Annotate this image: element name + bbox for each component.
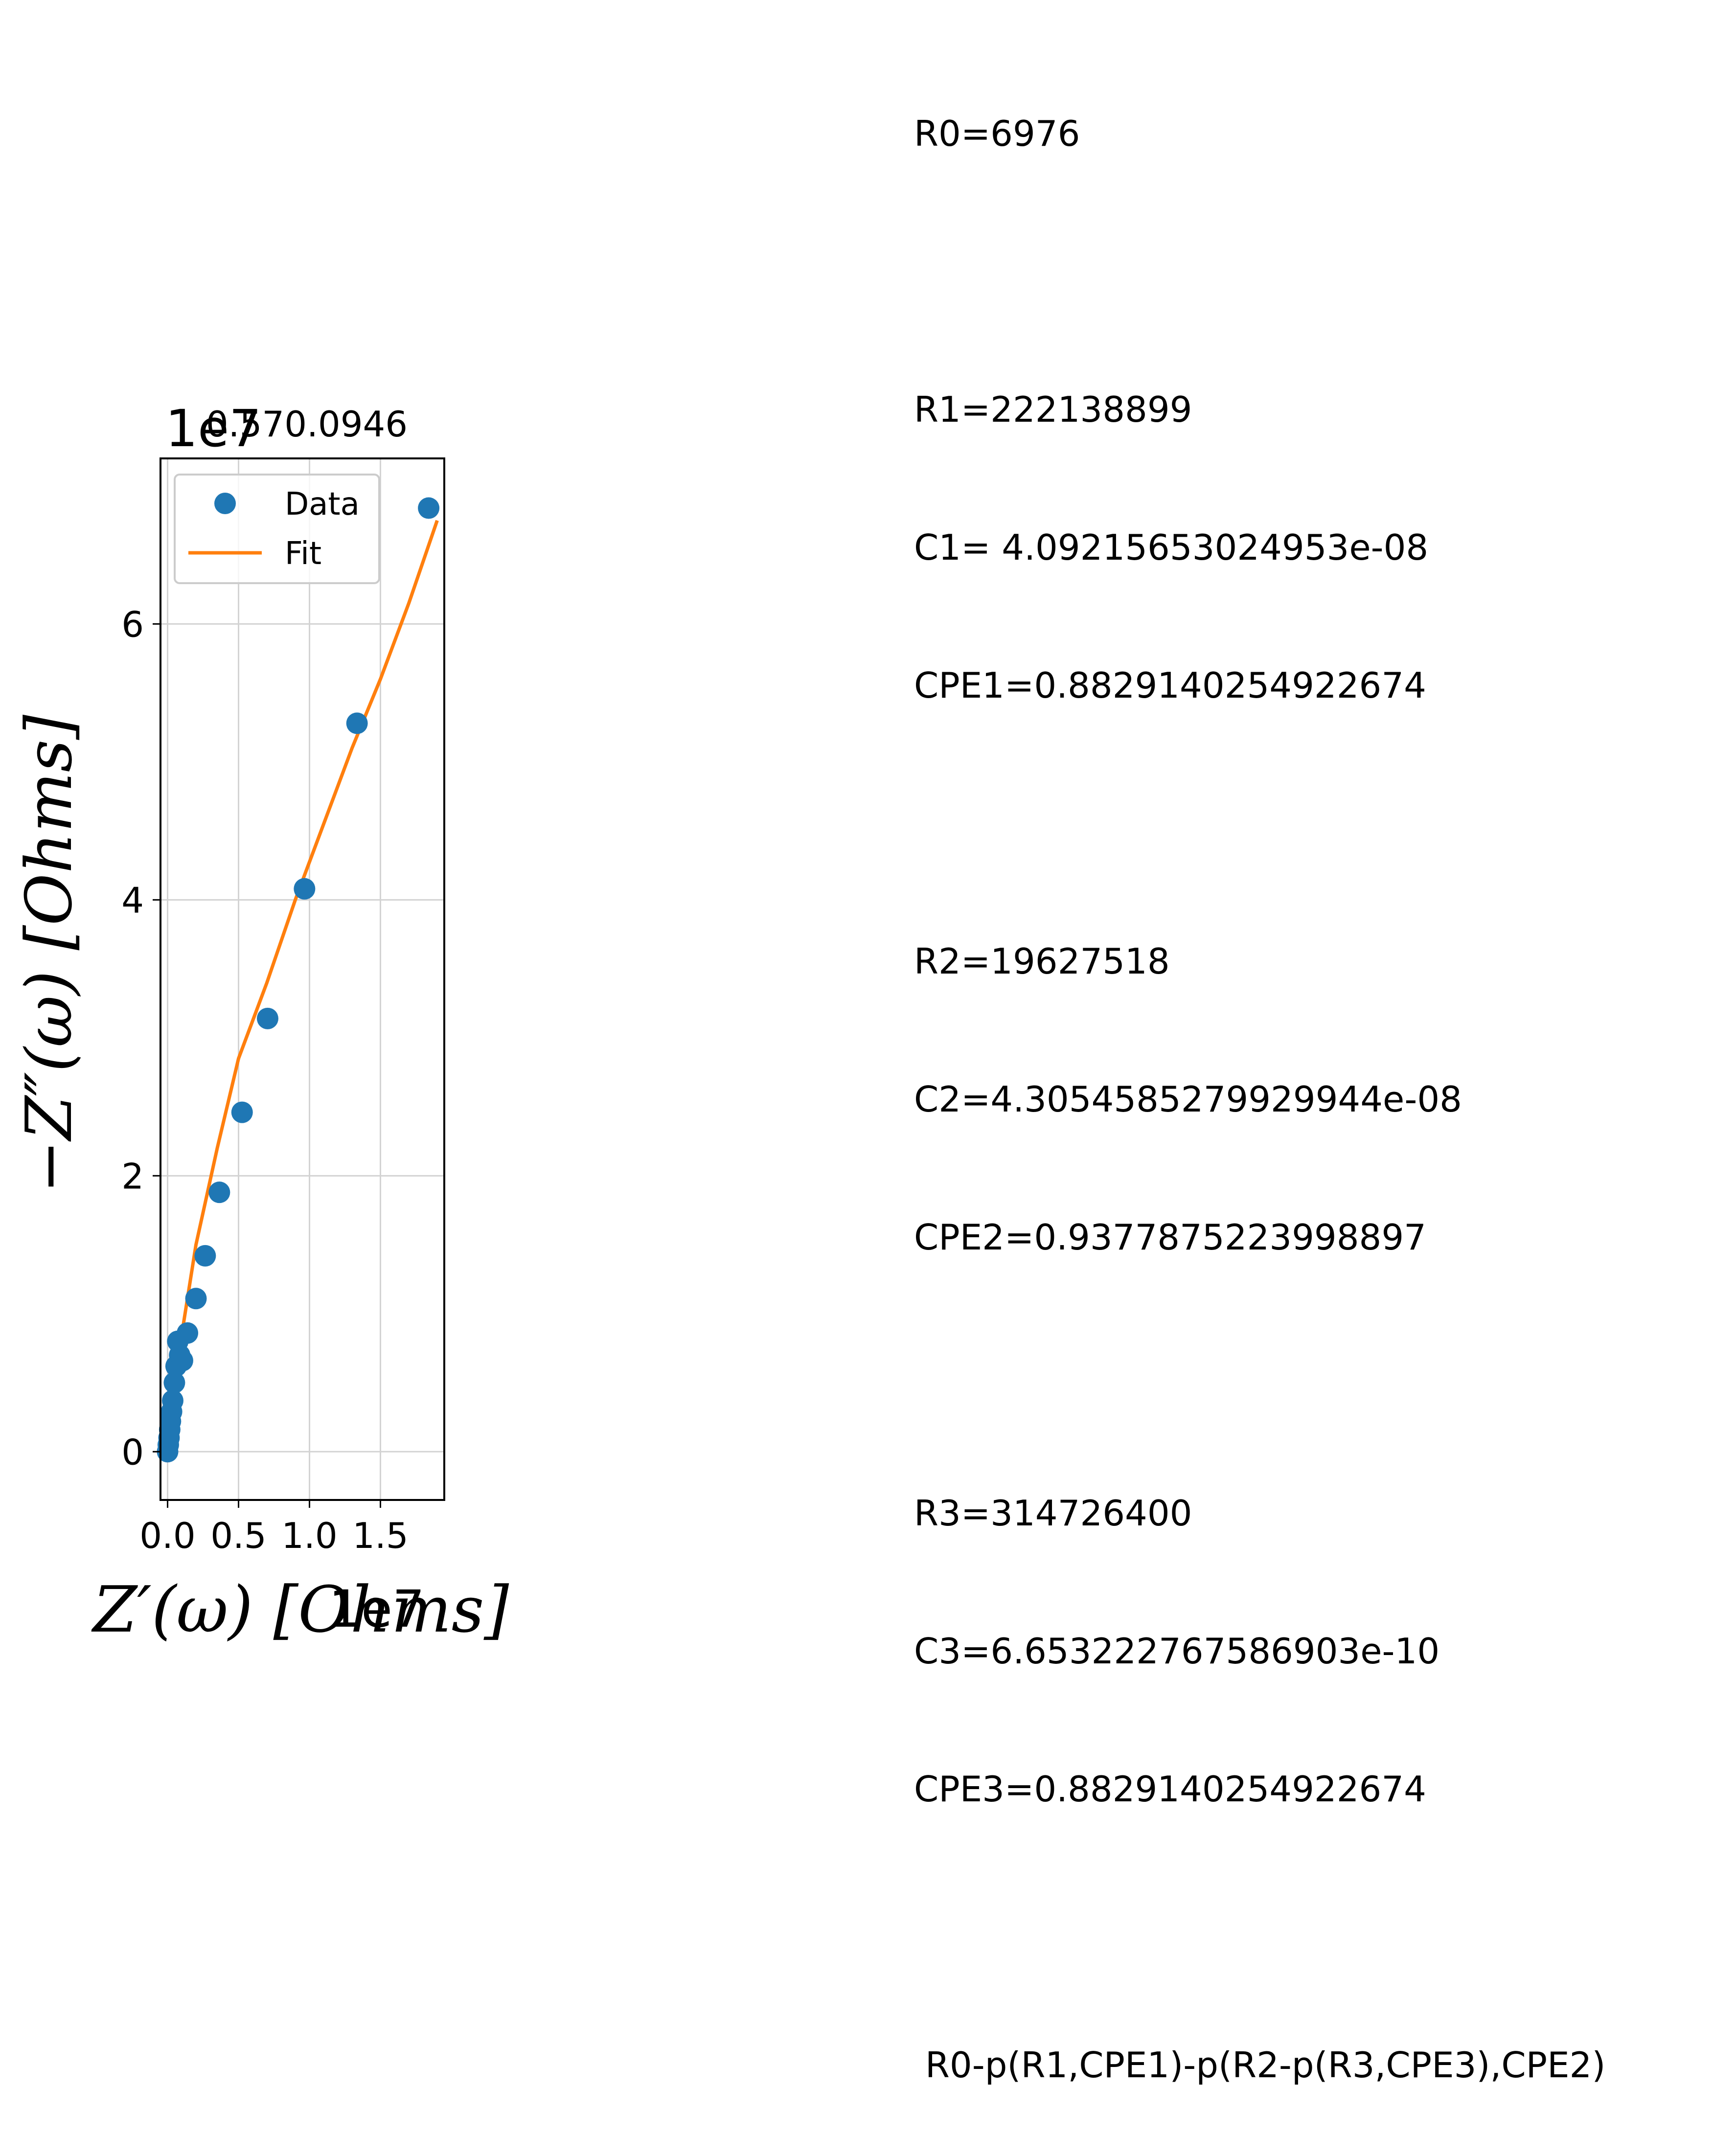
axis-ticks: 0.0 0.5 1.0 1.5 0 2 4 6 bbox=[121, 604, 409, 1556]
data-point bbox=[163, 1372, 185, 1394]
data-series bbox=[157, 497, 440, 1463]
data-point bbox=[185, 1288, 207, 1310]
data-point bbox=[346, 712, 368, 734]
param-cpe1: CPE1=0.8829140254922674 bbox=[914, 665, 1426, 706]
fit-line bbox=[166, 520, 439, 1452]
spacer bbox=[914, 800, 1605, 846]
legend-fit-label: Fit bbox=[285, 536, 321, 572]
fit-series bbox=[166, 520, 439, 1452]
data-point bbox=[177, 1322, 199, 1344]
param-c1: C1= 4.09215653024953e-08 bbox=[914, 527, 1429, 568]
spacer bbox=[914, 249, 1605, 295]
legend-data-marker bbox=[214, 493, 236, 514]
x-tick-label: 1.5 bbox=[352, 1515, 409, 1556]
circuit-string: R0-p(R1,CPE1)-p(R2-p(R3,CPE3),CPE2) bbox=[914, 2044, 1606, 2086]
x-axis-label: Z′(ω) [Ohms] bbox=[91, 1572, 509, 1647]
param-r3: R3=314726400 bbox=[914, 1493, 1192, 1534]
data-point bbox=[256, 1007, 278, 1029]
x-tick-label: 0.0 bbox=[139, 1515, 196, 1556]
y-tick-label: 4 bbox=[121, 880, 144, 921]
data-point bbox=[294, 878, 316, 900]
plot-frame bbox=[160, 457, 445, 1501]
data-point bbox=[208, 1181, 230, 1203]
param-r1: R1=222138899 bbox=[914, 389, 1192, 430]
x-tick-label: 0.5 bbox=[210, 1515, 267, 1556]
data-point bbox=[418, 497, 440, 519]
y-tick-label: 0 bbox=[121, 1431, 144, 1473]
spacer bbox=[914, 1352, 1605, 1398]
param-cpe3: CPE3=0.8829140254922674 bbox=[914, 1769, 1426, 1810]
param-cpe2: CPE2=0.9377875223998897 bbox=[914, 1217, 1426, 1258]
param-c3: C3=6.653222767586903e-10 bbox=[914, 1631, 1440, 1672]
x-tick-label: 1.0 bbox=[281, 1515, 338, 1556]
param-c2: C2=4.3054585279929944e-08 bbox=[914, 1079, 1462, 1120]
data-point bbox=[231, 1101, 253, 1123]
param-r0: R0=6976 bbox=[914, 113, 1080, 154]
param-r2: R2=19627518 bbox=[914, 941, 1170, 982]
legend: Data Fit bbox=[174, 474, 380, 584]
y-tick-label: 6 bbox=[121, 604, 144, 645]
y-axis-label: −Z″(ω) [Ohms] bbox=[12, 715, 86, 1194]
spacer bbox=[914, 1904, 1605, 1950]
legend-data-label: Data bbox=[285, 486, 360, 522]
chart-title: 0.570.0946 bbox=[206, 404, 408, 445]
data-point bbox=[161, 1389, 183, 1411]
fit-parameters-annotation: R0=6976 R1=222138899 C1= 4.0921565302495… bbox=[914, 19, 1605, 2134]
y-tick-label: 2 bbox=[121, 1156, 144, 1197]
data-point bbox=[194, 1245, 216, 1267]
nyquist-chart: 0.0 0.5 1.0 1.5 0 2 4 6 0.570.0946 1e7 1e7 Z′(ω… bbox=[12, 399, 509, 1647]
grid-lines bbox=[160, 458, 444, 1500]
y-axis-offset-label: 1e7 bbox=[165, 399, 261, 458]
x-axis-offset-label: 1e7 bbox=[329, 1579, 425, 1639]
data-point bbox=[171, 1350, 193, 1372]
